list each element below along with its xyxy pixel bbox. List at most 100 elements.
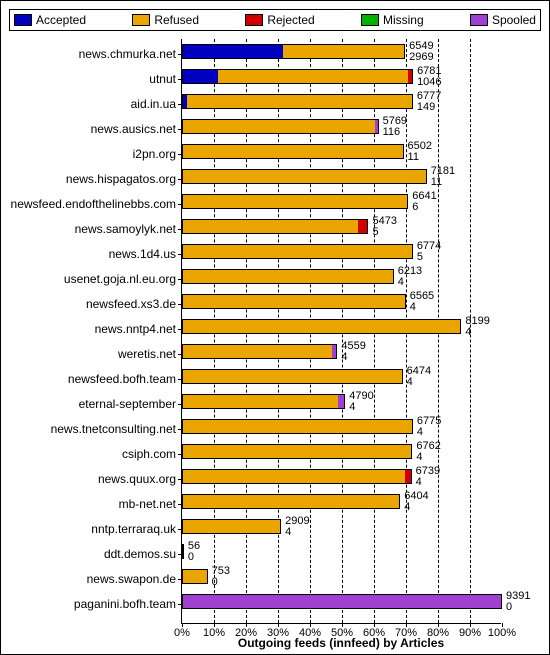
y-label: news.chmurka.net	[4, 47, 176, 61]
bar-segment-refused	[182, 444, 411, 459]
legend-item: Accepted	[14, 13, 86, 27]
bar-segment-rejected	[358, 219, 368, 234]
bar-row: news.tnetconsulting.net67754	[182, 416, 501, 441]
value-label-bottom: 4	[416, 476, 422, 488]
bar-segment-spooled	[182, 594, 502, 609]
bar	[182, 444, 412, 459]
bar	[182, 469, 412, 484]
value-label-bottom: 4	[285, 526, 291, 538]
bar-segment-spooled	[402, 369, 403, 384]
bar-segment-spooled	[367, 219, 368, 234]
bar-row: i2pn.org650211	[182, 141, 501, 166]
y-label: news.tnetconsulting.net	[4, 422, 176, 436]
bar-segment-refused	[182, 269, 393, 284]
bar-segment-refused	[182, 419, 412, 434]
legend-swatch	[361, 14, 379, 26]
y-label: aid.in.ua	[4, 97, 176, 111]
y-label: newsfeed.endofthelinebbs.com	[4, 197, 176, 211]
y-label: news.swapon.de	[4, 572, 176, 586]
bar-segment-spooled	[405, 294, 406, 309]
value-label-bottom: 1046	[417, 76, 441, 88]
bar-row: ddt.demos.su560	[182, 541, 501, 566]
bar-segment-refused	[182, 369, 402, 384]
bar-row: news.swapon.de7530	[182, 566, 501, 591]
bar-segment-spooled	[412, 419, 413, 434]
legend-label: Missing	[383, 13, 424, 27]
y-label: newsfeed.xs3.de	[4, 297, 176, 311]
bar-segment-spooled	[375, 119, 379, 134]
bar-segment-spooled	[332, 344, 337, 359]
bar	[182, 344, 337, 359]
y-label: nntp.terraraq.uk	[4, 522, 176, 536]
bar	[182, 569, 208, 584]
bar-segment-refused	[182, 319, 460, 334]
bar	[182, 119, 379, 134]
bar-segment-refused	[283, 44, 405, 59]
bar-segment-refused	[187, 94, 413, 109]
bar-segment-refused	[182, 294, 405, 309]
value-label-bottom: 4	[407, 376, 413, 388]
bar-row: newsfeed.xs3.de65654	[182, 291, 501, 316]
bar-segment-refused	[182, 144, 403, 159]
value-label-bottom: 149	[417, 101, 435, 113]
value-label-bottom: 116	[383, 126, 401, 138]
value-label-bottom: 4	[416, 451, 422, 463]
bar-row: newsfeed.bofh.team64744	[182, 366, 501, 391]
legend-item: Missing	[361, 13, 424, 27]
legend-item: Spooled	[470, 13, 536, 27]
bar-row: news.samoylyk.net54735	[182, 216, 501, 241]
bar-row: paganini.bofh.team93910	[182, 591, 501, 616]
y-label: weretis.net	[4, 347, 176, 361]
y-label: news.hispagatos.org	[4, 172, 176, 186]
bar-row: csiph.com67624	[182, 441, 501, 466]
value-label-bottom: 4	[404, 501, 410, 513]
bar-row: weretis.net45594	[182, 341, 501, 366]
y-label: news.samoylyk.net	[4, 222, 176, 236]
bar	[182, 494, 400, 509]
bar-row: aid.in.ua6777149	[182, 91, 501, 116]
bar-row: news.1d4.us67745	[182, 241, 501, 266]
value-label-bottom: 11	[408, 151, 419, 163]
bar-segment-spooled	[280, 519, 281, 534]
bar	[182, 319, 461, 334]
legend-label: Accepted	[36, 13, 86, 27]
legend-swatch	[245, 14, 263, 26]
value-label-bottom: 4	[341, 351, 347, 363]
legend-item: Rejected	[245, 13, 314, 27]
y-label: paganini.bofh.team	[4, 597, 176, 611]
x-axis-title: Outgoing feeds (innfeed) by Articles	[181, 636, 501, 650]
bar-segment-refused	[182, 494, 399, 509]
bar	[182, 594, 502, 609]
y-label: news.nntp4.net	[4, 322, 176, 336]
plot-area: 0%10%20%30%40%50%60%70%80%90%100%news.ch…	[181, 39, 501, 624]
bar-segment-refused	[182, 194, 407, 209]
bar-row: utnut67811046	[182, 66, 501, 91]
legend-swatch	[470, 14, 488, 26]
bar-segment-spooled	[426, 169, 427, 184]
bar-segment-spooled	[393, 269, 394, 284]
y-label: news.quux.org	[4, 472, 176, 486]
value-label-bottom: 5	[372, 226, 378, 238]
legend: AcceptedRefusedRejectedMissingSpooled	[9, 9, 541, 31]
bar-row: usenet.goja.nl.eu.org62134	[182, 266, 501, 291]
bar-segment-refused	[182, 119, 375, 134]
legend-swatch	[14, 14, 32, 26]
value-label-bottom: 5	[417, 251, 423, 263]
bar-segment-refused	[182, 394, 338, 409]
bar-segment-refused	[218, 69, 408, 84]
bar-segment-refused	[182, 569, 208, 584]
bar-segment-spooled	[399, 494, 400, 509]
bar-segment-spooled	[403, 144, 404, 159]
value-label-bottom: 0	[188, 551, 194, 563]
bar-segment-accepted	[182, 44, 283, 59]
bar-row: news.chmurka.net65492969	[182, 41, 501, 66]
value-label-bottom: 0	[212, 576, 218, 588]
bar-segment-refused	[182, 544, 184, 559]
legend-swatch	[132, 14, 150, 26]
y-label: eternal-september	[4, 397, 176, 411]
bar-row: nntp.terraraq.uk29094	[182, 516, 501, 541]
y-label: newsfeed.bofh.team	[4, 372, 176, 386]
bar-row: news.ausics.net5769116	[182, 116, 501, 141]
bar-segment-spooled	[411, 444, 412, 459]
bar-row: eternal-september47904	[182, 391, 501, 416]
